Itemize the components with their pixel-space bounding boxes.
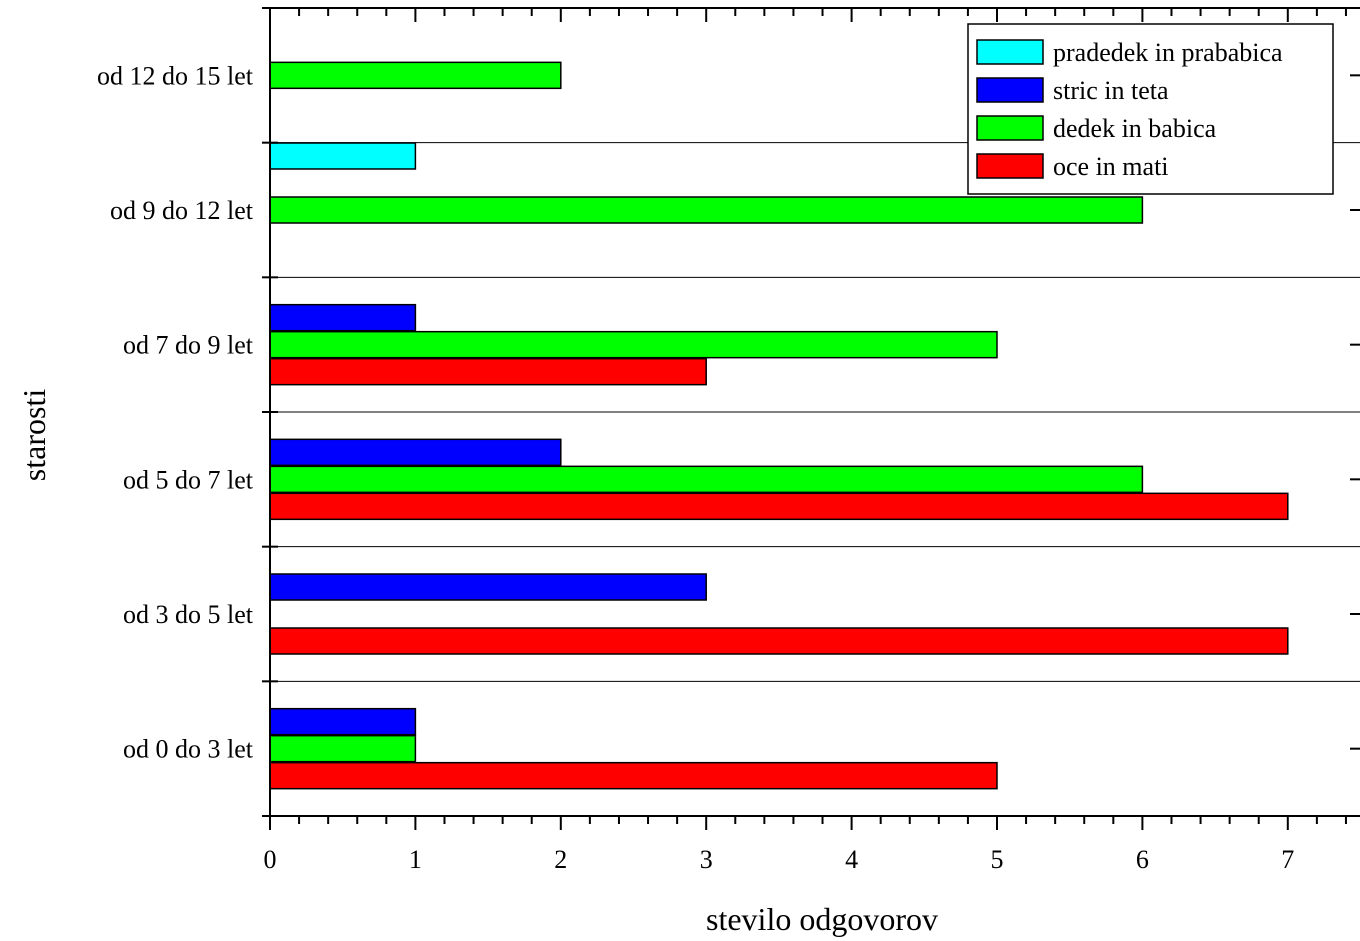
bar (269, 438, 562, 467)
x-axis-title: stevilo odgovorov (706, 901, 938, 937)
bar (269, 627, 1289, 655)
bar (269, 734, 417, 763)
bar (269, 707, 417, 736)
legend-swatch (976, 115, 1044, 141)
bar (269, 357, 707, 386)
x-tick-labels: 0 1 2 3 4 5 6 7 (264, 845, 1295, 874)
x-tick-label: 6 (1136, 845, 1149, 874)
legend: pradedek in prababica stric in teta dedek … (967, 23, 1334, 195)
bar (269, 761, 998, 790)
x-tick-label: 3 (700, 845, 713, 874)
y-tick-labels: od 0 do 3 let od 3 do 5 let od 5 do 7 let o… (97, 61, 254, 763)
bar (269, 492, 1289, 521)
bar (269, 573, 707, 601)
bar (269, 142, 417, 170)
y-tick-label: od 9 do 12 let (110, 196, 254, 225)
bar (269, 330, 998, 359)
bar (269, 303, 417, 332)
x-tick-label: 5 (991, 845, 1004, 874)
y-tick-label: od 0 do 3 let (123, 735, 254, 764)
y-tick-label: od 3 do 5 let (123, 600, 254, 629)
legend-label: pradedek in prababica (1053, 38, 1283, 67)
bar (269, 465, 1144, 494)
x-tick-label: 7 (1281, 845, 1294, 874)
bar (269, 196, 1144, 224)
category-separators (270, 142, 1360, 682)
bars-group (269, 61, 1289, 790)
y-tick-label: od 5 do 7 let (123, 465, 254, 494)
x-tick-label: 2 (554, 845, 567, 874)
x-tick-label: 4 (845, 845, 858, 874)
legend-swatch (976, 153, 1044, 179)
x-tick-label: 0 (264, 845, 277, 874)
y-axis-title: starosti (16, 389, 52, 482)
axes-group (262, 7, 1360, 830)
x-tick-label: 1 (409, 845, 422, 874)
y-tick-label: od 7 do 9 let (123, 331, 254, 360)
legend-swatch (976, 39, 1044, 65)
legend-swatch (976, 77, 1044, 103)
legend-label: dedek in babica (1053, 114, 1217, 143)
legend-label: stric in teta (1053, 76, 1169, 105)
y-tick-label: od 12 do 15 let (97, 61, 254, 90)
bar (269, 61, 562, 90)
legend-label: oce in mati (1053, 152, 1169, 181)
